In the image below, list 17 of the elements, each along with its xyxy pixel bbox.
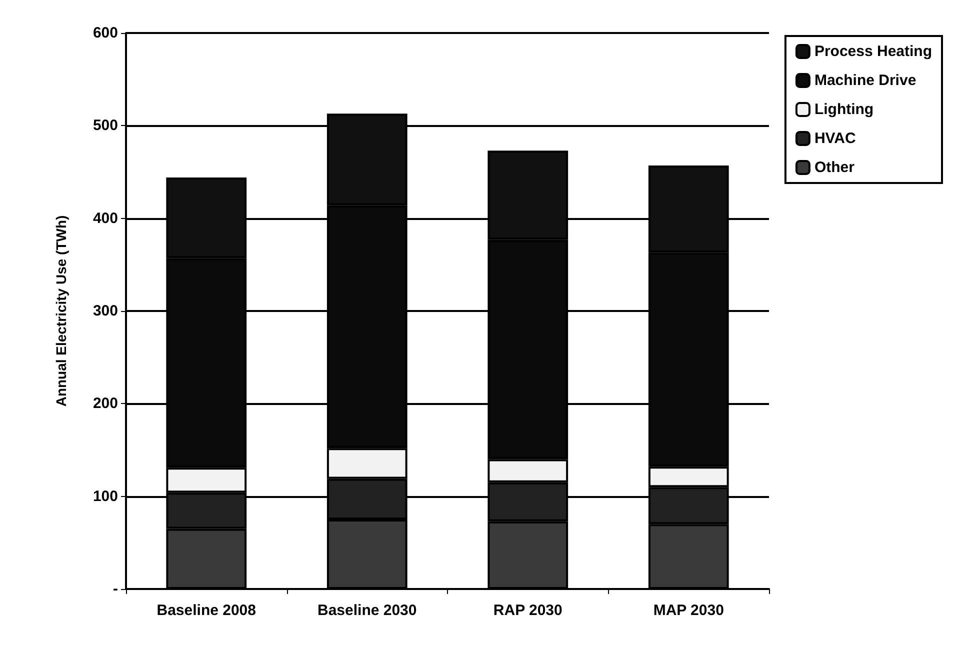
legend-label: Lighting [814,101,874,118]
legend-label: Other [814,159,855,176]
y-tick-label: 500 [92,117,118,134]
x-tick-label: Baseline 2008 [156,602,256,619]
x-tick-label: Baseline 2030 [318,602,417,619]
y-tick-label: 200 [92,395,118,412]
y-tick-label: - [113,580,118,598]
x-tick-label: RAP 2030 [493,602,562,619]
legend-label: Machine Drive [814,72,916,89]
x-tick-label: MAP 2030 [653,602,724,619]
y-axis-title: Annual Electricity Use (TWh) [53,215,69,407]
legend-label: Process Heating [814,43,932,60]
y-tick-label: 300 [92,302,118,320]
legend-label: HVAC [814,130,856,147]
y-tick-label: 400 [92,210,118,227]
y-tick-label: 100 [92,488,118,505]
y-tick-label: 600 [92,24,118,42]
